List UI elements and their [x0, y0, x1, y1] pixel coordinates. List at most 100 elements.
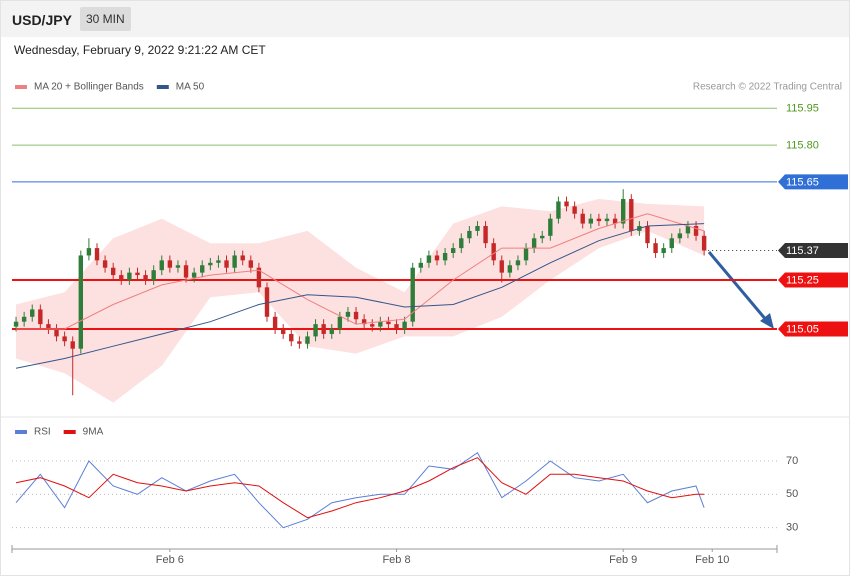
candle-body	[345, 311, 351, 317]
candle-body	[135, 272, 140, 276]
level-label: 115.25	[786, 274, 819, 286]
candle-body	[70, 341, 75, 349]
legend-swatch	[15, 85, 27, 89]
candle-body	[442, 253, 448, 261]
candle-body	[669, 238, 674, 249]
candle-body	[661, 248, 666, 253]
candle-body	[370, 324, 375, 327]
candle-body	[329, 329, 334, 334]
candle-body	[685, 226, 691, 234]
candle-body	[143, 275, 148, 280]
x-tick-label: Feb 6	[156, 554, 184, 566]
y-tick-label: 30	[786, 522, 798, 534]
candle-body	[127, 272, 132, 280]
candle-body	[402, 321, 407, 330]
candle-body	[102, 260, 108, 268]
candle-body	[645, 226, 650, 244]
y-tick-label: 50	[786, 488, 798, 500]
candle-body	[507, 265, 513, 273]
candle-body	[353, 311, 359, 320]
x-tick-label: Feb 10	[695, 554, 729, 566]
level-label-box	[778, 243, 848, 259]
y-tick-label: 70	[786, 455, 798, 467]
candle-body	[572, 206, 577, 214]
candle-body	[612, 218, 618, 224]
datetime: Wednesday, February 9, 2022 9:21:22 AM C…	[14, 43, 266, 57]
candle-body	[256, 267, 262, 288]
candle-body	[46, 324, 51, 330]
candle-body	[677, 233, 683, 239]
candle-body	[564, 201, 569, 207]
candle-body	[556, 201, 561, 219]
candle-body	[62, 336, 67, 342]
level-label: 115.95	[786, 103, 819, 115]
candle-body	[459, 238, 464, 249]
candle-body	[467, 230, 472, 239]
candle-body	[604, 218, 610, 222]
candle-body	[78, 255, 84, 349]
legend-label: MA 20 + Bollinger Bands	[34, 82, 144, 93]
candle-body	[337, 316, 343, 330]
candle-body	[30, 309, 35, 317]
candle-body	[653, 243, 658, 253]
candle-body	[54, 329, 59, 337]
candle-body	[540, 235, 545, 239]
candle-body	[515, 260, 521, 266]
candle-body	[701, 235, 707, 251]
source-note: Research © 2022 Trading Central	[693, 82, 842, 93]
candle-body	[596, 218, 602, 222]
candle-body	[531, 238, 537, 249]
candle-body	[523, 248, 529, 261]
candle-body	[119, 275, 124, 280]
level-label-box	[778, 321, 848, 337]
candle-body	[434, 255, 440, 261]
candle-body	[386, 321, 391, 325]
candle-body	[167, 260, 173, 268]
candle-body	[224, 260, 229, 268]
candle-body	[232, 255, 237, 268]
interval-button[interactable]: 30 MIN	[80, 7, 131, 31]
candle-body	[94, 248, 100, 261]
level-label-box	[778, 272, 848, 288]
level-label-box	[778, 174, 848, 190]
header: USD/JPY 30 MIN	[1, 1, 849, 37]
candle-body	[240, 255, 245, 261]
candle-body	[191, 272, 197, 278]
rsi-line	[15, 451, 705, 529]
candle-body	[321, 324, 326, 334]
candle-body	[297, 341, 302, 344]
candle-body	[475, 226, 480, 231]
x-tick-label: Feb 9	[609, 554, 637, 566]
candle-body	[110, 267, 116, 276]
candle-body	[313, 324, 318, 337]
candle-body	[418, 262, 424, 268]
candle-body	[305, 336, 310, 344]
candle-body	[280, 329, 286, 334]
candle-body	[378, 321, 383, 327]
ma-line	[16, 213, 705, 330]
candle-body	[588, 218, 594, 224]
candle-body	[450, 248, 456, 253]
candle-body	[394, 324, 399, 330]
candle-body	[248, 260, 254, 268]
candle-body	[580, 213, 585, 224]
candle-body	[410, 267, 415, 322]
rsi-line	[15, 457, 705, 519]
candle-body	[361, 319, 367, 325]
candle-body	[175, 265, 181, 268]
legend-swatch	[15, 430, 27, 434]
legend-swatch	[156, 85, 169, 89]
candle-body	[264, 287, 270, 317]
level-label: 115.80	[786, 139, 819, 151]
legend-label: 9MA	[83, 427, 104, 438]
candle-body	[159, 260, 164, 271]
candle-body	[21, 316, 27, 322]
candle-body	[548, 218, 553, 236]
level-label: 115.65	[786, 176, 819, 188]
ma-line	[15, 223, 705, 369]
candle-body	[483, 226, 488, 244]
candle-body	[499, 260, 504, 273]
candle-body	[272, 316, 278, 330]
